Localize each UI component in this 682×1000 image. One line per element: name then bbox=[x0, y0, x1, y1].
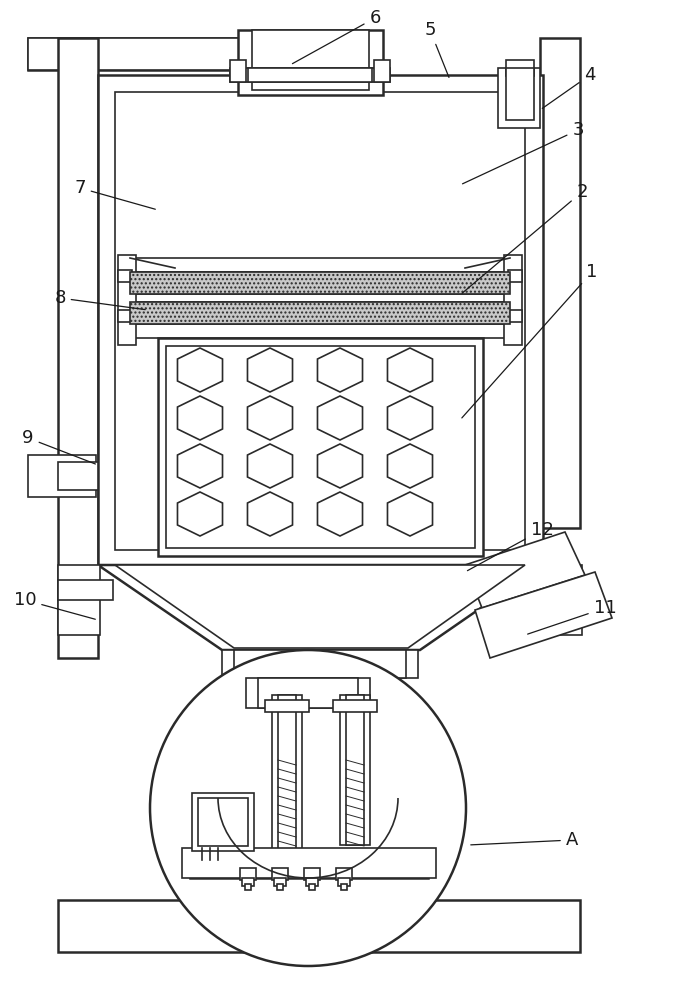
Bar bbox=[118, 270, 132, 282]
Text: 4: 4 bbox=[542, 66, 596, 108]
Bar bbox=[506, 68, 534, 120]
Text: 9: 9 bbox=[23, 429, 95, 464]
Bar bbox=[498, 68, 540, 128]
Text: 12: 12 bbox=[467, 521, 553, 571]
Bar bbox=[508, 310, 522, 322]
Polygon shape bbox=[177, 348, 222, 392]
Polygon shape bbox=[387, 492, 432, 536]
Polygon shape bbox=[387, 396, 432, 440]
Polygon shape bbox=[115, 565, 525, 648]
Bar bbox=[28, 455, 96, 497]
Bar bbox=[192, 793, 254, 851]
Polygon shape bbox=[248, 348, 293, 392]
Bar bbox=[58, 38, 98, 658]
Bar bbox=[28, 38, 258, 70]
Circle shape bbox=[150, 650, 466, 966]
Bar bbox=[252, 30, 369, 90]
Bar bbox=[265, 858, 309, 870]
Bar bbox=[338, 878, 350, 886]
Bar bbox=[245, 884, 251, 890]
Bar bbox=[333, 858, 377, 870]
Bar bbox=[166, 346, 475, 548]
Polygon shape bbox=[318, 444, 363, 488]
Bar bbox=[333, 700, 377, 712]
Bar bbox=[540, 565, 582, 635]
Text: 11: 11 bbox=[528, 599, 617, 634]
Bar bbox=[278, 695, 296, 870]
Bar bbox=[277, 884, 283, 890]
Bar bbox=[527, 580, 582, 600]
Text: 5: 5 bbox=[424, 21, 449, 77]
Bar bbox=[506, 60, 534, 76]
Bar bbox=[98, 75, 543, 565]
Bar bbox=[115, 92, 525, 550]
Bar bbox=[130, 272, 510, 294]
Bar bbox=[130, 324, 510, 338]
Polygon shape bbox=[248, 492, 293, 536]
Text: 6: 6 bbox=[293, 9, 381, 64]
Bar bbox=[248, 68, 372, 82]
Bar bbox=[58, 462, 98, 490]
Polygon shape bbox=[465, 532, 585, 608]
Bar bbox=[130, 258, 510, 272]
Bar bbox=[130, 294, 510, 302]
Polygon shape bbox=[318, 348, 363, 392]
Bar bbox=[58, 900, 580, 952]
Polygon shape bbox=[130, 98, 510, 258]
Bar bbox=[504, 255, 522, 345]
Bar bbox=[230, 68, 390, 82]
Bar bbox=[234, 650, 406, 678]
Text: 7: 7 bbox=[74, 179, 155, 209]
Bar bbox=[274, 878, 286, 886]
Text: A: A bbox=[471, 831, 578, 849]
Polygon shape bbox=[177, 444, 222, 488]
Bar bbox=[242, 878, 254, 886]
Bar bbox=[118, 255, 136, 345]
Text: 3: 3 bbox=[462, 121, 584, 184]
Polygon shape bbox=[318, 492, 363, 536]
Bar bbox=[272, 695, 302, 870]
Bar bbox=[58, 565, 100, 635]
Text: 1: 1 bbox=[462, 263, 597, 418]
Bar bbox=[540, 38, 580, 528]
Polygon shape bbox=[387, 348, 432, 392]
Bar bbox=[272, 868, 288, 880]
Bar bbox=[158, 338, 483, 556]
Bar bbox=[258, 678, 358, 708]
Polygon shape bbox=[177, 396, 222, 440]
Bar bbox=[130, 302, 510, 324]
Bar bbox=[198, 798, 248, 846]
Polygon shape bbox=[177, 492, 222, 536]
Polygon shape bbox=[248, 444, 293, 488]
Bar bbox=[238, 30, 383, 95]
Polygon shape bbox=[387, 444, 432, 488]
Polygon shape bbox=[475, 572, 612, 658]
Bar bbox=[222, 650, 418, 678]
Bar bbox=[309, 884, 315, 890]
Bar bbox=[336, 868, 352, 880]
Bar bbox=[508, 270, 522, 282]
Bar bbox=[230, 60, 246, 82]
Bar bbox=[182, 848, 436, 878]
Bar bbox=[190, 858, 428, 878]
Bar bbox=[265, 700, 309, 712]
Bar bbox=[28, 38, 258, 70]
Bar bbox=[306, 878, 318, 886]
Text: 10: 10 bbox=[14, 591, 95, 619]
Bar bbox=[246, 678, 370, 708]
Bar bbox=[374, 60, 390, 82]
Polygon shape bbox=[318, 396, 363, 440]
Bar bbox=[58, 580, 113, 600]
Text: 8: 8 bbox=[55, 289, 145, 310]
Text: 2: 2 bbox=[462, 183, 588, 293]
Bar bbox=[304, 868, 320, 880]
Bar bbox=[346, 695, 364, 845]
Bar bbox=[340, 695, 370, 845]
Bar bbox=[118, 310, 132, 322]
Bar bbox=[240, 868, 256, 880]
Polygon shape bbox=[98, 565, 543, 650]
Bar bbox=[341, 884, 347, 890]
Polygon shape bbox=[248, 396, 293, 440]
